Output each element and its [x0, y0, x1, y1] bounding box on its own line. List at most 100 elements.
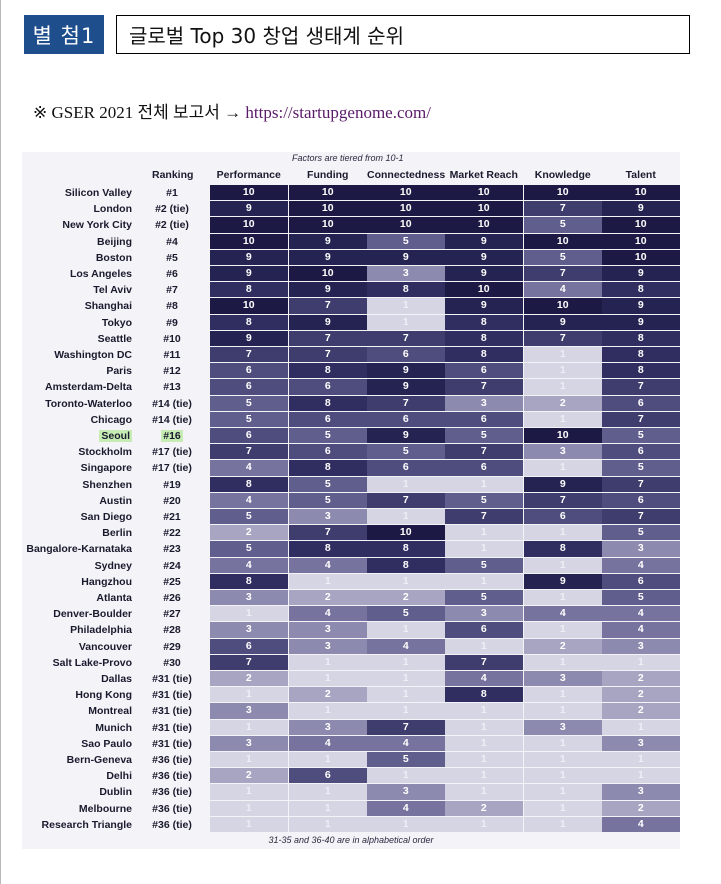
score-cell: 2: [367, 590, 445, 606]
rank-label: #30: [163, 656, 181, 669]
score-cell: 8: [602, 347, 680, 363]
score-cell: 1: [289, 816, 367, 832]
table-row: Shanghai #8 10 7 1 9 10 9: [22, 298, 680, 314]
score-cell: 6: [210, 428, 288, 444]
score-cell: 1: [524, 784, 602, 800]
section-header: 별 첨1 글로벌 Top 30 창업 생태계 순위: [24, 15, 690, 54]
score-cell: 2: [210, 525, 288, 541]
rank-label: #31 (tie): [152, 737, 192, 750]
score-cell: 7: [445, 444, 523, 460]
score-cell: 1: [524, 379, 602, 395]
score-cell: 5: [445, 428, 523, 444]
score-cell: 6: [289, 768, 367, 784]
score-cell: 5: [210, 411, 288, 427]
score-cell: 1: [210, 784, 288, 800]
score-cell: 7: [289, 525, 367, 541]
city-name: Tokyo: [101, 316, 132, 329]
score-cell: 8: [602, 363, 680, 379]
score-cell: 4: [289, 735, 367, 751]
score-cell: 10: [602, 233, 680, 249]
score-cell: 1: [367, 768, 445, 784]
score-cell: 1: [445, 768, 523, 784]
report-link[interactable]: https://startupgenome.com/: [245, 103, 431, 122]
score-cell: 10: [210, 185, 288, 201]
city-name: Toronto-Waterloo: [45, 397, 132, 410]
score-cell: 6: [210, 363, 288, 379]
score-cell: 1: [445, 638, 523, 654]
score-cell: 6: [210, 638, 288, 654]
score-cell: 10: [602, 249, 680, 265]
score-cell: 1: [445, 703, 523, 719]
score-cell: 7: [445, 379, 523, 395]
score-cell: 7: [367, 330, 445, 346]
section-title: 글로벌 Top 30 창업 생태계 순위: [116, 15, 690, 54]
city-name: Shenzhen: [82, 478, 132, 491]
score-cell: 1: [602, 768, 680, 784]
score-cell: 2: [602, 703, 680, 719]
rank-label: #31 (tie): [152, 705, 192, 718]
col-header-funding: Funding: [307, 169, 349, 181]
score-cell: 1: [367, 509, 445, 525]
score-cell: 9: [210, 201, 288, 217]
city-name: Atlanta: [96, 592, 132, 604]
col-header-market-reach: Market Reach: [449, 169, 518, 181]
score-cell: 1: [289, 573, 367, 589]
rank-label: #23: [163, 543, 181, 556]
score-cell: 7: [524, 492, 602, 508]
rank-label: #36 (tie): [152, 802, 192, 815]
score-cell: 4: [602, 606, 680, 622]
rank-label: #26: [163, 592, 181, 604]
score-cell: 9: [524, 476, 602, 492]
score-cell: 5: [524, 249, 602, 265]
rank-label: #6: [166, 268, 178, 280]
score-cell: 5: [289, 428, 367, 444]
score-cell: 2: [289, 687, 367, 703]
score-cell: 4: [210, 557, 288, 573]
score-cell: 1: [524, 525, 602, 541]
rank-label: #36 (tie): [152, 818, 192, 831]
rank-label: #9: [166, 316, 178, 329]
score-cell: 1: [524, 687, 602, 703]
score-cell: 3: [524, 444, 602, 460]
score-cell: 2: [602, 800, 680, 816]
city-name: Salt Lake-Provo: [52, 656, 132, 669]
city-name: Hong Kong: [75, 689, 132, 702]
score-cell: 6: [445, 363, 523, 379]
score-cell: 10: [367, 201, 445, 217]
score-cell: 1: [289, 671, 367, 687]
score-cell: 1: [210, 606, 288, 622]
rank-label: #5: [166, 251, 178, 264]
score-cell: 7: [289, 330, 367, 346]
table-row: Melbourne #36 (tie) 1 1 4 2 1 2: [22, 800, 680, 817]
score-cell: 1: [602, 752, 680, 768]
score-cell: 3: [445, 606, 523, 622]
score-cell: 5: [210, 541, 288, 557]
table-row: Washington DC #11 7 7 6 8 1 8: [22, 347, 680, 363]
score-cell: 10: [289, 185, 367, 201]
score-cell: 8: [445, 330, 523, 346]
score-cell: 3: [289, 622, 367, 638]
table-row: Berlin #22 2 7 10 1 1 5: [22, 525, 680, 541]
score-cell: 5: [602, 525, 680, 541]
score-cell: 9: [602, 298, 680, 314]
score-cell: 1: [210, 800, 288, 816]
score-cell: 9: [289, 314, 367, 330]
city-name: Beijing: [96, 235, 132, 248]
score-cell: 5: [367, 606, 445, 622]
table-row: Paris #12 6 8 9 6 1 8: [22, 363, 680, 379]
city-name: London: [93, 203, 132, 216]
score-cell: 7: [602, 411, 680, 427]
score-cell: 3: [367, 266, 445, 282]
table-row: Montreal #31 (tie) 3 1 1 1 1 2: [22, 703, 680, 719]
city-name: Paris: [106, 365, 132, 378]
city-name: Stockholm: [78, 446, 132, 459]
score-cell: 3: [289, 509, 367, 525]
table-row: Tokyo #9 8 9 1 8 9 9: [22, 314, 680, 331]
score-cell: 8: [445, 347, 523, 363]
score-cell: 1: [445, 816, 523, 832]
rank-label: #1: [166, 187, 178, 199]
score-cell: 8: [602, 330, 680, 346]
score-cell: 9: [210, 330, 288, 346]
score-cell: 2: [602, 687, 680, 703]
score-cell: 7: [524, 330, 602, 346]
